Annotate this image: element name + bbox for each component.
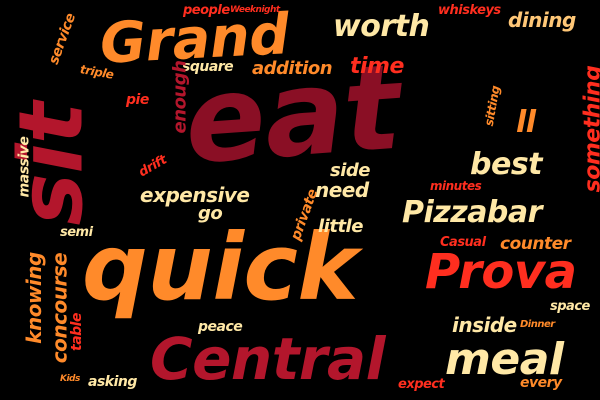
word-space: space xyxy=(550,299,590,314)
word-knowing: knowing xyxy=(21,252,46,344)
word-inside: inside xyxy=(452,313,517,337)
word-minutes: minutes xyxy=(430,179,482,193)
word-best: best xyxy=(470,147,543,182)
word-peace: peace xyxy=(198,319,243,335)
word-every: every xyxy=(520,375,562,391)
word-expensive: expensive xyxy=(140,183,250,207)
word-pie: pie xyxy=(126,92,149,108)
word-concourse: concourse xyxy=(47,252,72,364)
word-semi: semi xyxy=(60,225,93,240)
word-time: time xyxy=(350,54,404,79)
word-asking: asking xyxy=(88,374,137,390)
word-counter: counter xyxy=(500,234,571,254)
word-prova: Prova xyxy=(425,244,577,300)
word-service: service xyxy=(45,11,80,67)
word-drift: drift xyxy=(136,152,170,181)
word-central: Central xyxy=(150,325,386,393)
word-addition: addition xyxy=(252,58,333,79)
word-people: people xyxy=(183,3,230,18)
word-table: table xyxy=(68,313,85,351)
word-sitting: sitting xyxy=(481,84,503,128)
word-quick: quick xyxy=(82,214,359,321)
word-worth: worth xyxy=(333,9,430,44)
word-whiskeys: whiskeys xyxy=(438,3,501,18)
word-expect: expect xyxy=(398,377,445,392)
word-little: little xyxy=(318,216,363,237)
word-need: need xyxy=(315,178,369,202)
word-weeknight: Weeknight xyxy=(230,5,280,15)
word-something: something xyxy=(580,65,600,193)
word-dinner: Dinner xyxy=(520,319,555,330)
word-side: side xyxy=(330,160,370,181)
word-enough: enough xyxy=(169,60,191,134)
word-massive: massive xyxy=(16,136,33,198)
word-square: square xyxy=(182,59,234,75)
word-ll: ll xyxy=(516,105,536,140)
word-kids: Kids xyxy=(60,374,80,384)
word-meal: meal xyxy=(445,334,564,385)
word-go: go xyxy=(198,203,223,224)
word-pizzabar: Pizzabar xyxy=(402,195,542,230)
word-dining: dining xyxy=(508,8,576,32)
word-casual: Casual xyxy=(440,235,486,250)
